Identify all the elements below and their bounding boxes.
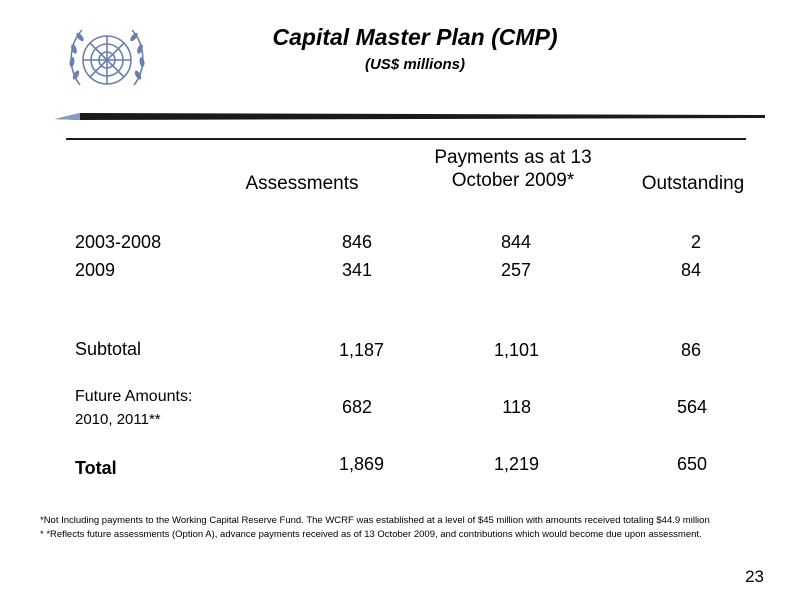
cell-assessments: 682	[341, 397, 372, 417]
cell-assessments: 1,187	[338, 340, 384, 360]
page-number: 23	[745, 567, 764, 586]
cell-payments: 257	[500, 260, 531, 280]
column-header-assessments: Assessments	[245, 173, 359, 194]
cell-payments: 1,219	[493, 454, 539, 474]
decorative-rule	[55, 110, 765, 128]
row-label-future-years: 2010, 2011**	[75, 411, 161, 428]
footnote-wcrf: *Not Including payments to the Working C…	[40, 515, 710, 526]
cell-outstanding: 564	[676, 397, 707, 417]
row-label-future-amounts: Future Amounts:	[75, 388, 193, 405]
cell-payments: 118	[502, 397, 531, 417]
column-header-payments: Payments as at 13 October 2009*	[434, 147, 592, 191]
cell-payments: 1,101	[493, 340, 539, 360]
cell-payments: 844	[500, 232, 531, 252]
row-label-subtotal: Subtotal	[75, 339, 142, 359]
page-title: Capital Master Plan (CMP)	[272, 24, 558, 50]
row-label-2009: 2009	[75, 260, 116, 280]
cell-outstanding: 650	[676, 454, 707, 474]
cell-assessments: 1,869	[338, 454, 384, 474]
cell-outstanding: 84	[680, 260, 701, 280]
table-top-divider	[66, 138, 746, 140]
un-emblem-icon	[62, 15, 152, 105]
cell-assessments: 846	[341, 232, 372, 252]
cell-assessments: 341	[341, 260, 372, 280]
column-header-outstanding: Outstanding	[641, 173, 745, 194]
row-label-2003-2008: 2003-2008	[75, 232, 162, 252]
row-label-total: Total	[75, 458, 117, 478]
page-subtitle: (US$ millions)	[364, 56, 465, 73]
cell-outstanding: 2	[690, 232, 701, 252]
footnote-future-assessments: * *Reflects future assessments (Option A…	[40, 529, 702, 540]
cell-outstanding: 86	[680, 340, 701, 360]
